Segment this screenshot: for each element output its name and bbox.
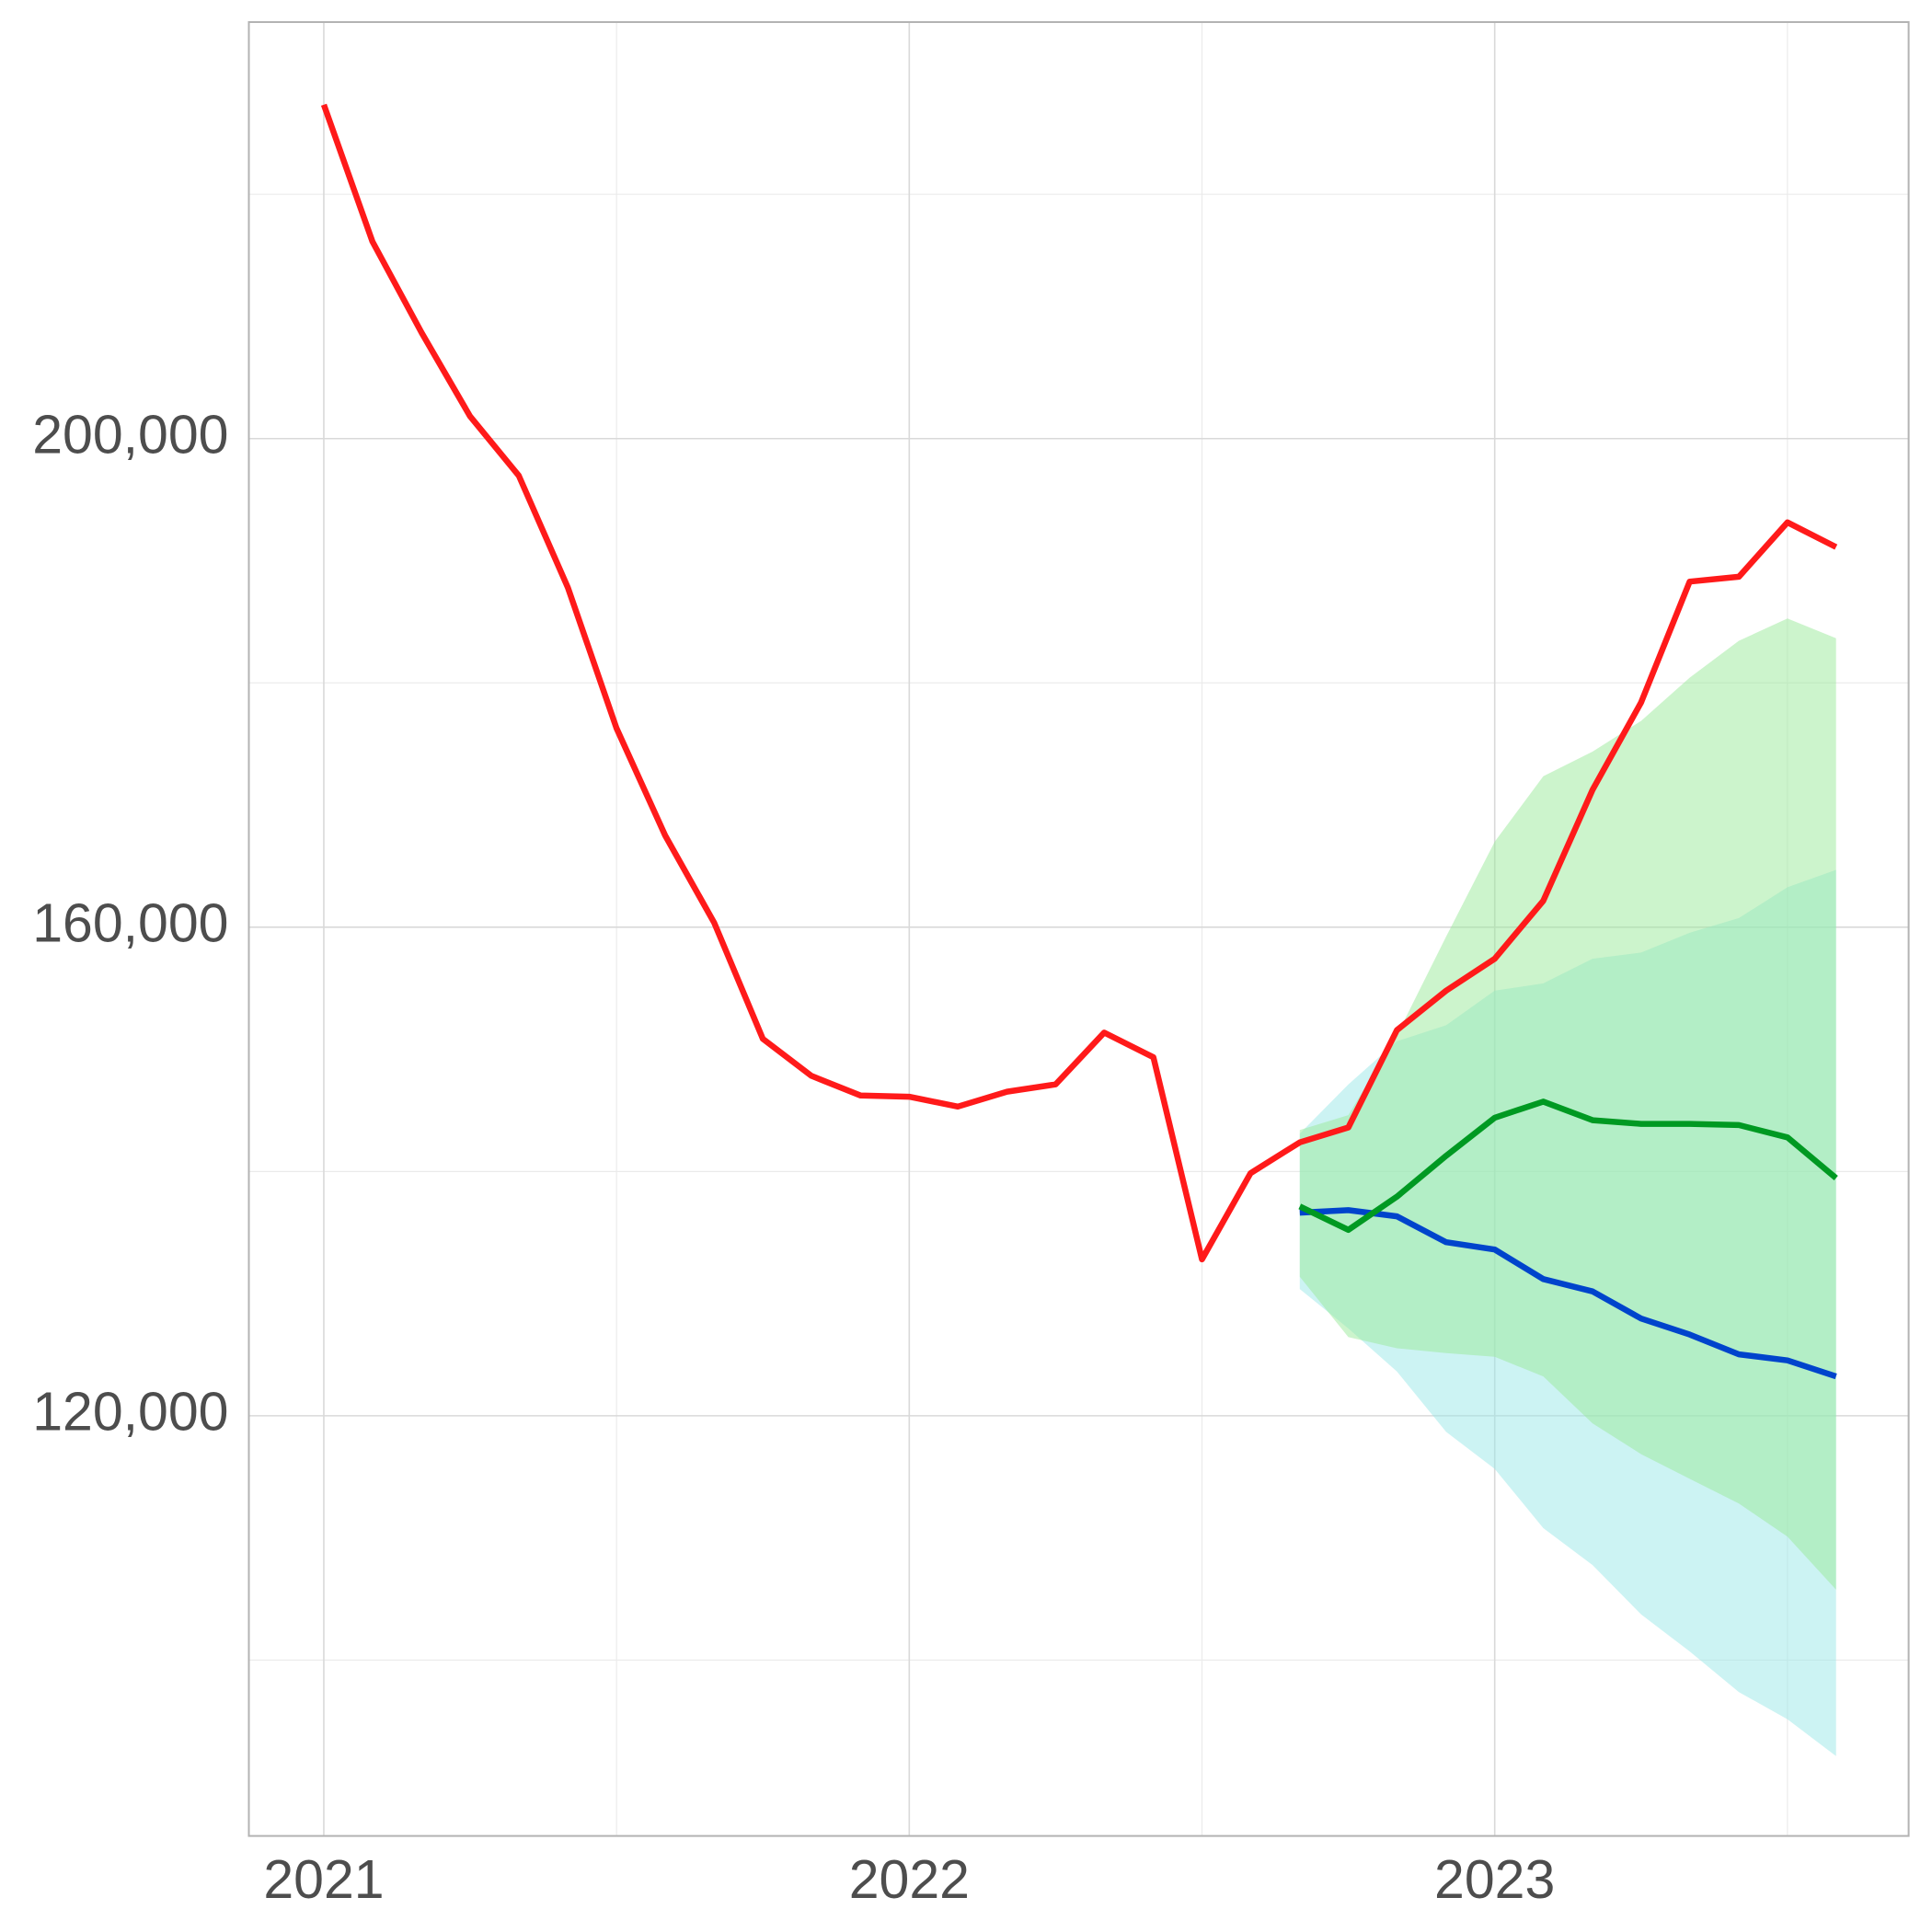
series-line	[1298, 1098, 1838, 1234]
y-tick-label: 200,000	[32, 404, 228, 465]
x-tick-label: 2023	[1434, 1849, 1555, 1910]
forecast-band	[1299, 618, 1836, 1590]
series-line	[1299, 1207, 1837, 1380]
series-line	[320, 103, 1838, 1263]
panel-border	[247, 21, 1910, 1837]
x-tick-label: 2022	[849, 1849, 970, 1910]
x-tick-label: 2021	[263, 1849, 384, 1910]
y-tick-label: 120,000	[32, 1381, 228, 1442]
y-tick-label: 160,000	[32, 892, 228, 953]
